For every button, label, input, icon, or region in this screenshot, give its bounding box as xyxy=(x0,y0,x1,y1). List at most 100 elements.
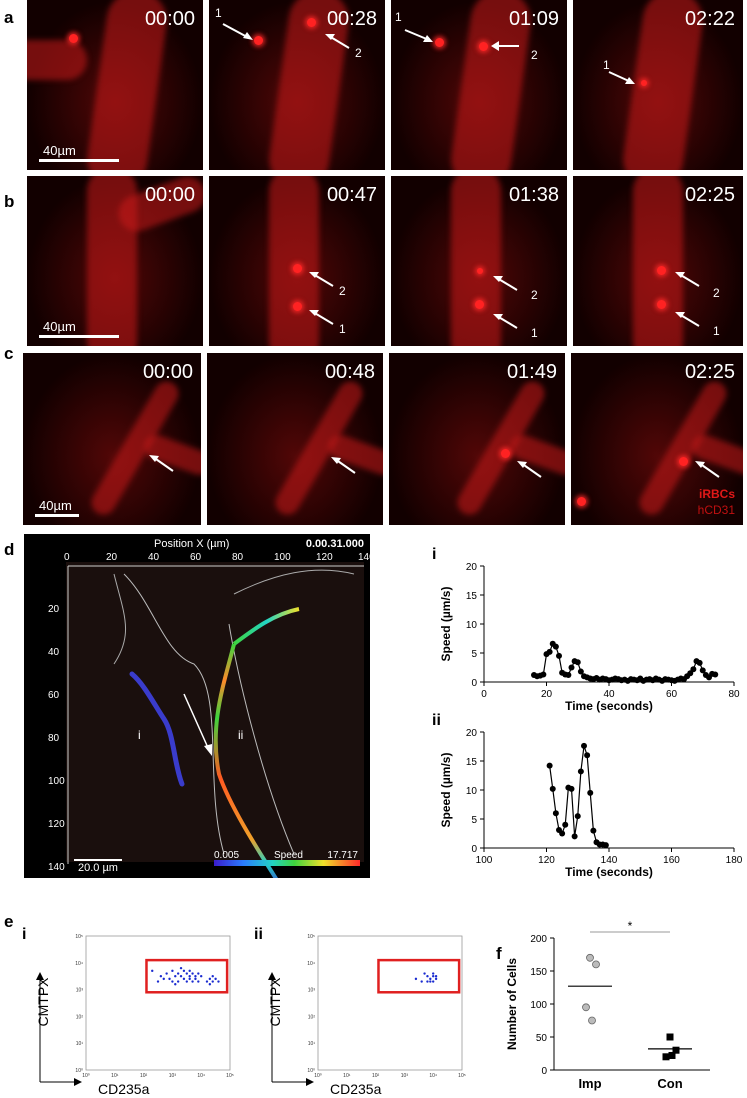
row-c-frame-2: 00:48 xyxy=(207,353,383,525)
x-tick-label: 10² xyxy=(372,1073,380,1079)
y-tick-label: 80 xyxy=(48,733,60,744)
irbc-cell xyxy=(479,42,488,51)
data-point xyxy=(562,821,569,828)
event-dot xyxy=(179,966,183,970)
irbc-cell xyxy=(435,38,444,47)
x-axis-title: Time (seconds) xyxy=(565,865,653,879)
x-tick-label: 10⁰ xyxy=(314,1073,322,1079)
event-dot xyxy=(179,975,183,978)
y-tick-label: 100 xyxy=(48,776,65,787)
y-tick-label: 15 xyxy=(466,757,478,768)
data-point xyxy=(577,668,584,675)
event-dot xyxy=(420,980,423,983)
event-dot xyxy=(185,972,188,975)
data-point xyxy=(574,659,581,666)
arrow-icon xyxy=(331,457,356,474)
event-dot xyxy=(429,977,432,981)
event-dot xyxy=(185,980,188,983)
irbc-cell xyxy=(475,300,484,309)
x-tick-label: Imp xyxy=(578,1076,601,1091)
y-tick-label: 40 xyxy=(48,647,60,658)
y-tick-label: 10⁰ xyxy=(75,1068,83,1074)
arrow-icons xyxy=(675,272,700,327)
x-tick-label: 160 xyxy=(663,855,680,866)
irbc-cell xyxy=(577,497,586,506)
row-a-frame-2: 1 2 00:28 xyxy=(209,0,385,170)
x-tick-label: 10³ xyxy=(169,1073,177,1079)
x-tick-label: 140 xyxy=(358,552,375,563)
event-dot xyxy=(165,972,168,975)
y-axis-title: CMTPX xyxy=(35,977,51,1027)
event-dot xyxy=(214,977,217,981)
x-tick-label: 120 xyxy=(538,855,555,866)
y-tick-label: 20 xyxy=(48,604,60,615)
arrow-icon xyxy=(695,461,720,478)
panel-label-c: c xyxy=(4,344,14,363)
event-dot xyxy=(194,975,197,978)
data-point xyxy=(590,827,597,834)
irbc-cell xyxy=(679,457,688,466)
imp-point xyxy=(582,1003,590,1012)
timestamp: 00:47 xyxy=(326,184,377,206)
cell-count-chart: 0 50 100 150 200 Number of Cells Imp Con * xyxy=(505,919,710,1091)
y-tick-label: 15 xyxy=(466,591,478,602)
event-dot xyxy=(156,980,160,983)
event-dot xyxy=(176,980,180,983)
data-point xyxy=(584,752,591,759)
data-point xyxy=(540,671,547,678)
data-point xyxy=(559,830,566,837)
data-point xyxy=(587,789,594,796)
imp-point xyxy=(588,1016,596,1025)
y-tick-label: 10² xyxy=(76,1014,84,1020)
x-tick-label: 10¹ xyxy=(343,1073,351,1079)
data-point xyxy=(546,762,553,769)
event-dot xyxy=(171,969,174,973)
timestamp: 00:00 xyxy=(144,8,195,30)
y-tick-label: 100 xyxy=(530,1000,547,1011)
event-dot xyxy=(151,969,154,973)
imp-point xyxy=(586,953,594,962)
x-tick-label: 0 xyxy=(64,552,70,563)
event-dot xyxy=(205,980,209,983)
row-c-frame-1: 00:00 40µm xyxy=(23,353,201,525)
event-dot xyxy=(426,980,429,983)
position-x-title: Position X (µm) xyxy=(154,538,230,550)
irbc-cell xyxy=(477,268,483,274)
y-tick-label: 5 xyxy=(471,815,477,826)
data-point xyxy=(577,768,584,775)
row-c-frame-3: 01:49 xyxy=(389,353,565,525)
data-point xyxy=(581,742,587,749)
track-label-i: i xyxy=(138,728,141,742)
y-tick-label: 10³ xyxy=(76,988,84,994)
event-dot xyxy=(217,980,220,983)
event-dot xyxy=(211,980,214,983)
irbc-cell xyxy=(69,34,78,43)
event-dot xyxy=(159,975,163,978)
event-dot xyxy=(174,983,177,986)
data-point xyxy=(568,664,575,671)
timestamp: 01:49 xyxy=(506,361,557,383)
event-dot xyxy=(171,980,174,983)
x-tick-label: 60 xyxy=(190,552,202,563)
significance-mark: * xyxy=(628,919,633,933)
x-tick-label: 10⁵ xyxy=(226,1073,234,1079)
tracking-svg xyxy=(66,562,364,890)
row-b-frame-2: 2 1 00:47 xyxy=(209,176,385,346)
scale-label: 20.0 µm xyxy=(78,862,118,874)
x-tick-label: 40 xyxy=(148,552,160,563)
track-label-ii: ii xyxy=(238,728,244,742)
arrow-icons xyxy=(309,272,334,325)
y-arrowhead-icon xyxy=(36,972,44,980)
panel-label-e: e xyxy=(4,912,14,931)
y-tick-label: 120 xyxy=(48,819,65,830)
timestamp: 02:25 xyxy=(684,184,735,206)
x-tick-label: 100 xyxy=(476,855,493,866)
y-tick-label: 140 xyxy=(48,862,65,873)
x-tick-label: 60 xyxy=(666,689,678,700)
speed-chart-ii: 0 5 10 15 20 100 120 140 160 180 Time (seconds) Spe… xyxy=(439,728,743,879)
colorbar-min: 0.005 xyxy=(214,850,240,861)
irbc-cell xyxy=(293,264,302,273)
arrow-icon xyxy=(149,455,174,472)
y-axis-title: Speed (µm/s) xyxy=(439,753,453,828)
